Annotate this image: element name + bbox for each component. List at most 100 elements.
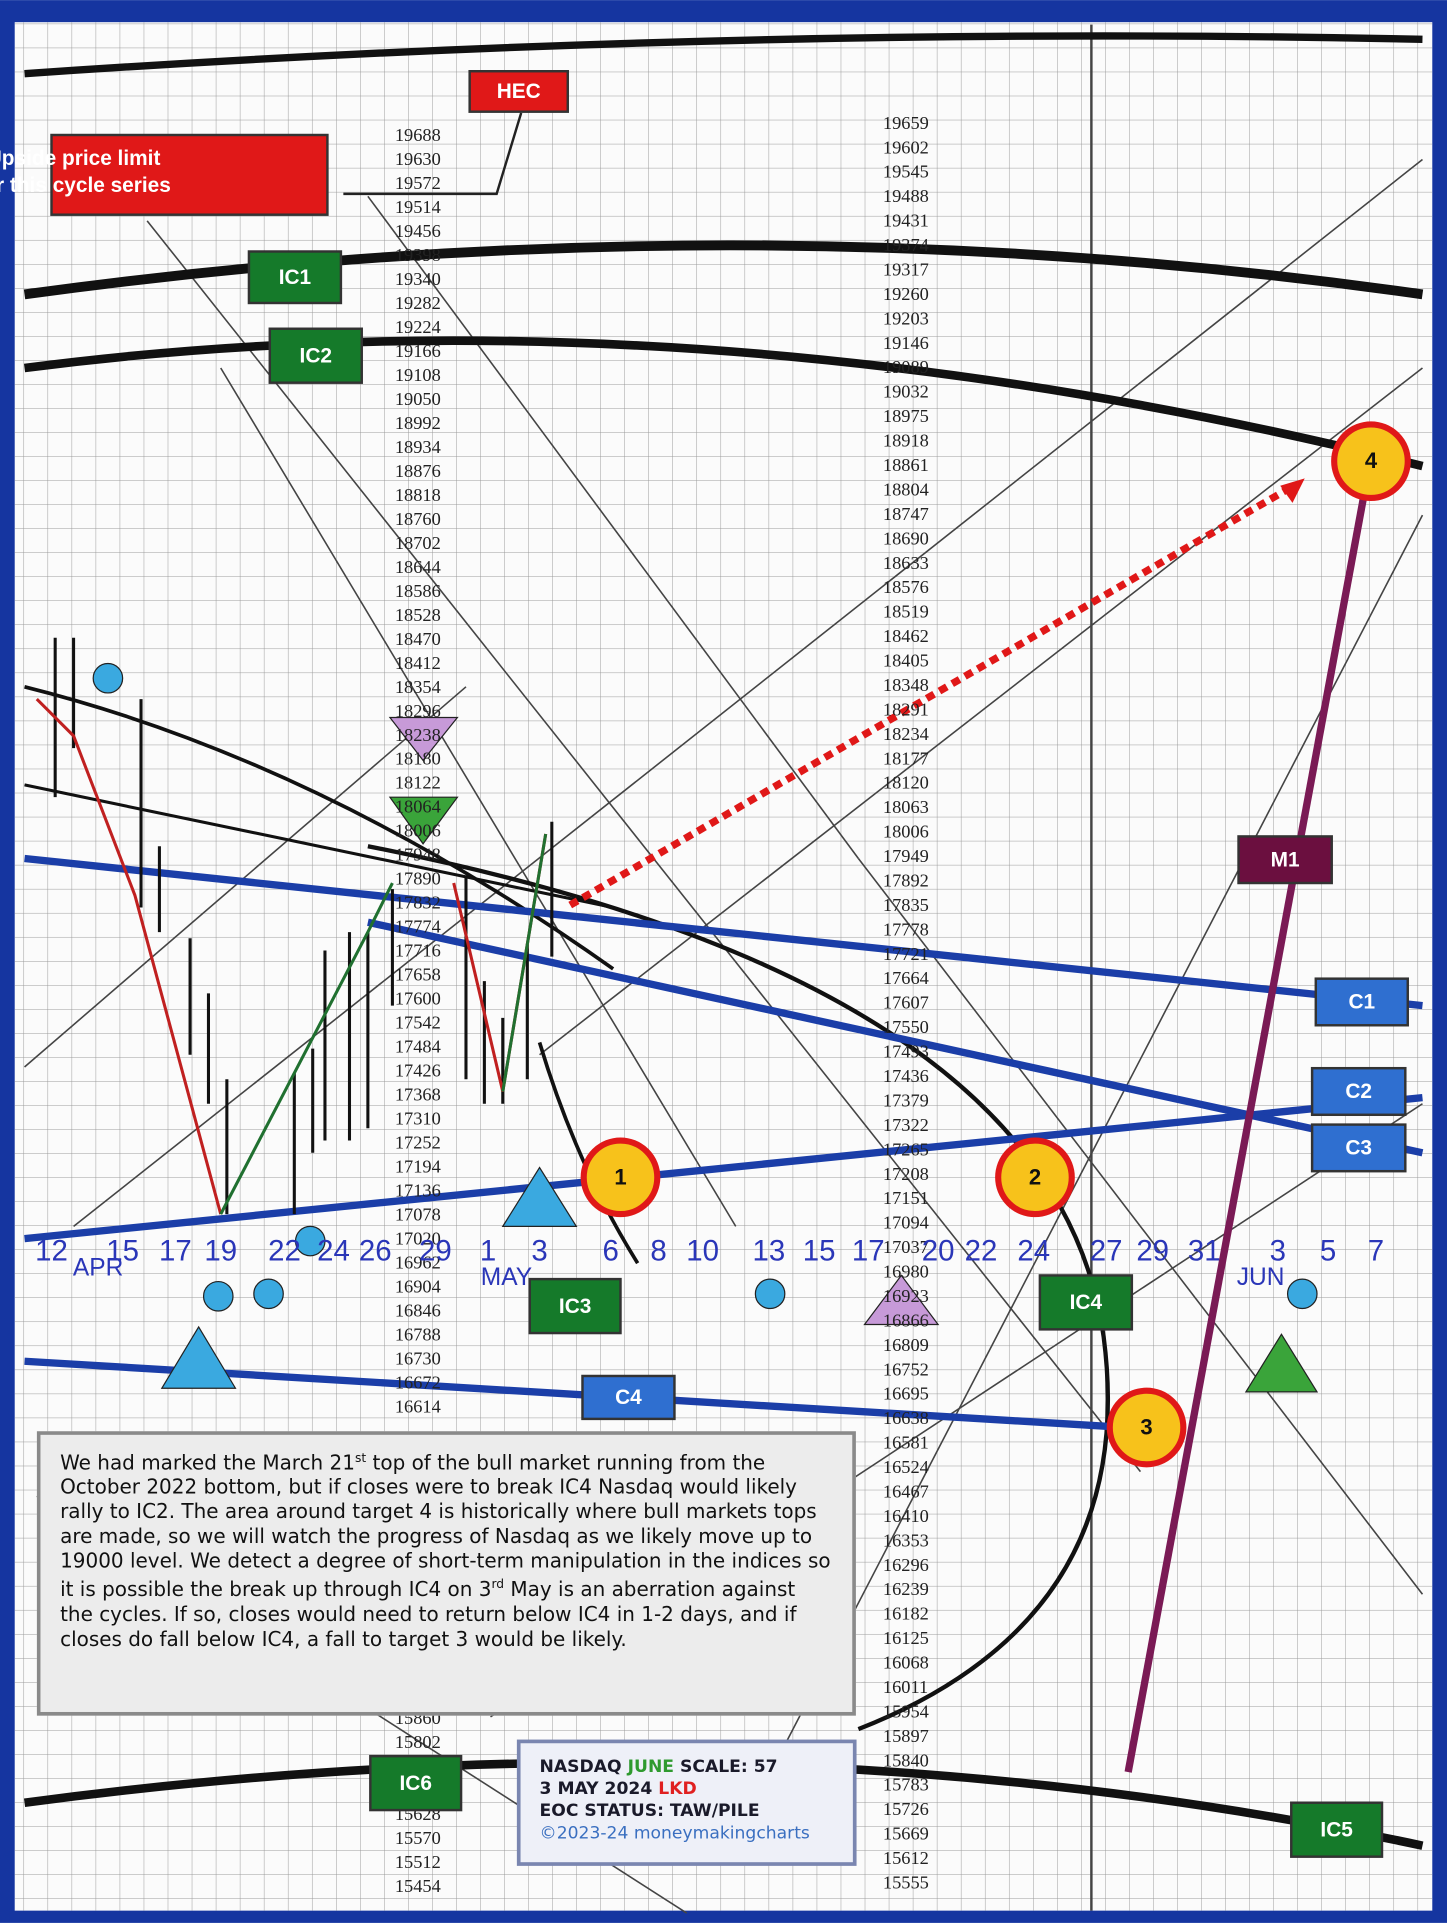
note-box: We had marked the March 21st top of the …: [36, 1431, 856, 1716]
right-scale-label: 16296: [883, 1555, 929, 1575]
right-scale-label: 17265: [883, 1139, 929, 1159]
label-box: [50, 133, 329, 216]
labels: HEC Upside price limit for this cycle seri…: [0, 70, 1411, 1858]
left-scale-label: 16904: [395, 1276, 441, 1296]
label-box: [247, 250, 343, 305]
cycle-curves: [23, 32, 1424, 1850]
date-label: 5: [1320, 1235, 1336, 1268]
left-scale-label: 17426: [395, 1061, 441, 1081]
target-label: 2: [1029, 1164, 1041, 1189]
right-scale-label: 19374: [883, 235, 929, 255]
right-scale-label: 17778: [883, 919, 929, 939]
right-scale-label: 15783: [883, 1775, 929, 1795]
left-scale-label: 15570: [395, 1828, 441, 1848]
date-label: 10: [686, 1235, 719, 1268]
right-scale-label: 17550: [883, 1017, 929, 1037]
right-scale-label: 18975: [883, 406, 929, 426]
date-label: 31: [1188, 1235, 1221, 1268]
date-label: 17: [159, 1235, 192, 1268]
label-text: HEC: [497, 80, 541, 103]
left-scale-label: 19514: [395, 197, 441, 217]
date-label: 24: [317, 1235, 350, 1268]
left-scale-label: 19630: [395, 149, 441, 169]
right-scale-label: 16980: [883, 1262, 929, 1282]
right-scale-label: 17949: [883, 846, 929, 866]
right-scale-label: 17436: [883, 1066, 929, 1086]
right-scale-label: 18576: [883, 577, 929, 597]
right-scale-label: 16410: [883, 1506, 929, 1526]
label-text: IC4: [1070, 1291, 1103, 1314]
right-scale-label: 17037: [883, 1237, 929, 1257]
cycle-lines: [24, 462, 1424, 1773]
left-scale-label: 18760: [395, 509, 441, 529]
right-scale-label: 15669: [883, 1824, 929, 1844]
stamp: NASDAQ JUNE SCALE: 57 3 MAY 2024 LKD EOC…: [516, 1739, 857, 1866]
label-box: [1237, 835, 1333, 885]
label-box: [581, 1374, 676, 1421]
date-label: 17: [852, 1235, 885, 1268]
right-scale-label: 16752: [883, 1359, 929, 1379]
right-scale-label: 17664: [883, 968, 929, 988]
target-circle: [580, 1137, 661, 1218]
month-label: MAY: [481, 1264, 532, 1291]
date-label: 29: [419, 1235, 452, 1268]
target-label: 4: [1365, 448, 1378, 473]
right-scale-label: 16068: [883, 1653, 929, 1673]
right-scale-label: 17721: [883, 944, 929, 964]
right-scale-label: 16581: [883, 1433, 929, 1453]
stamp-line: NASDAQ JUNE SCALE: 57: [540, 1757, 778, 1777]
right-scale-label: 16011: [883, 1677, 928, 1697]
left-scale-label: 19456: [395, 221, 441, 241]
right-scale-label: 18291: [883, 699, 929, 719]
left-scale-label: 19224: [395, 317, 441, 337]
right-scale-label: 17094: [883, 1213, 929, 1233]
date-label: 24: [1017, 1235, 1050, 1268]
price-bars: [35, 637, 554, 1215]
date-label: 15: [106, 1235, 139, 1268]
stamp-line: EOC STATUS: TAW/PILE: [540, 1801, 760, 1821]
label-text: Upside price limit: [0, 147, 160, 170]
label-box: [1314, 977, 1409, 1027]
left-scale-label: 17484: [395, 1037, 441, 1057]
right-scale-label: 19089: [883, 357, 929, 377]
left-scale-label: 19166: [395, 341, 441, 361]
right-scale-label: 17379: [883, 1090, 929, 1110]
label-text: IC1: [279, 266, 311, 289]
month-label: JUN: [1237, 1264, 1285, 1291]
right-scale-label: 16125: [883, 1628, 929, 1648]
left-scale-label: 15512: [395, 1852, 441, 1872]
right-scale-label: 17493: [883, 1042, 929, 1062]
date-label: 6: [602, 1235, 618, 1268]
left-scale-label: 18992: [395, 413, 441, 433]
stamp-line: 3 MAY 2024 LKD: [540, 1779, 697, 1799]
right-scale-label: 18462: [883, 626, 929, 646]
stamp-part: NASDAQ: [540, 1757, 628, 1777]
label-text: IC2: [300, 344, 332, 367]
right-scale-label: 16182: [883, 1604, 929, 1624]
right-scale-label: 18405: [883, 651, 929, 671]
label-text: IC5: [1320, 1818, 1352, 1841]
date-label: 29: [1136, 1235, 1169, 1268]
left-scale-label: 17658: [395, 965, 441, 985]
target-label: 3: [1140, 1415, 1152, 1440]
left-scale-label: 16730: [395, 1348, 441, 1368]
right-scale-label: 19146: [883, 333, 929, 353]
left-scale-label: 19688: [395, 125, 441, 145]
right-scale-label: 18234: [883, 724, 929, 744]
date-label: 27: [1090, 1235, 1123, 1268]
right-scale-label: 19431: [883, 211, 929, 231]
right-scale-label: 18690: [883, 528, 929, 548]
right-scale-label: 17322: [883, 1115, 929, 1135]
right-scale-label: 17208: [883, 1164, 929, 1184]
left-scale-label: 19572: [395, 173, 441, 193]
target-circle: [1106, 1387, 1187, 1468]
label-box: [369, 1754, 463, 1812]
left-scale-label: 17774: [395, 917, 441, 937]
left-scale-label: 18586: [395, 581, 441, 601]
left-scale-label: 19340: [395, 269, 441, 289]
right-scale-label: 19260: [883, 284, 929, 304]
left-scale-label: 18818: [395, 485, 441, 505]
right-scale-label: 18006: [883, 822, 929, 842]
